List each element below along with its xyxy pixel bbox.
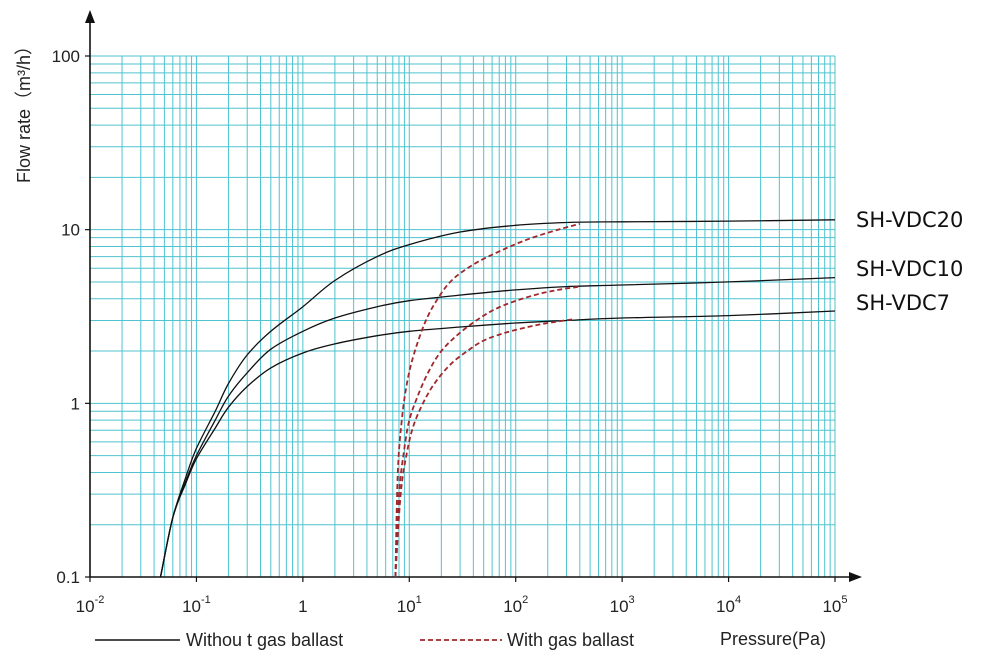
series-label-sh-vdc20: SH-VDC20 [856, 208, 963, 232]
curve-without-ballast-sh-vdc20 [159, 219, 836, 578]
x-tick-base: 1 [298, 597, 307, 616]
y-tick-label: 1 [71, 394, 80, 413]
x-tick-label: 10-1 [182, 594, 211, 616]
x-tick-label: 10-2 [76, 594, 105, 616]
x-tick-exponent: 5 [841, 594, 847, 606]
x-tick-exponent: 4 [735, 594, 741, 606]
x-tick-exponent: -2 [95, 594, 105, 606]
curve-without-ballast-sh-vdc7 [159, 310, 836, 578]
axes [85, 10, 862, 582]
series-label-sh-vdc7: SH-VDC7 [856, 291, 950, 315]
legend: Withou t gas ballast With gas ballast [95, 630, 634, 650]
curve-with-ballast-sh-vdc20 [394, 223, 581, 578]
x-tick-exponent: 3 [629, 594, 635, 606]
x-tick-exponent: -1 [201, 594, 211, 606]
curve-without-ballast-sh-vdc10 [159, 276, 836, 578]
x-tick-label: 104 [716, 594, 741, 616]
x-tick-label: 102 [503, 594, 528, 616]
x-tick-base: 10 [822, 597, 841, 616]
y-tick-label: 0.1 [56, 568, 80, 587]
y-axis-title: Flow rate（m³/h） [14, 37, 34, 183]
x-tick-base: 10 [610, 597, 629, 616]
curve-with-ballast-sh-vdc10 [394, 285, 580, 578]
x-tick-base: 10 [397, 597, 416, 616]
y-axis-arrow [85, 10, 95, 23]
x-tick-base: 10 [716, 597, 735, 616]
x-tick-exponent: 2 [522, 594, 528, 606]
y-tick-label: 100 [52, 47, 80, 66]
grid [89, 55, 836, 578]
y-tick-label: 10 [61, 221, 80, 240]
x-tick-base: 10 [503, 597, 522, 616]
x-tick-label: 103 [610, 594, 635, 616]
x-tick-label: 101 [397, 594, 422, 616]
x-tick-base: 10 [76, 597, 95, 616]
curves [159, 219, 836, 578]
x-axis-arrow [849, 572, 862, 582]
x-tick-base: 10 [182, 597, 201, 616]
curve-with-ballast-sh-vdc7 [394, 318, 574, 578]
series-label-sh-vdc10: SH-VDC10 [856, 257, 963, 281]
x-tick-label: 105 [822, 594, 847, 616]
legend-label-without-ballast: Withou t gas ballast [186, 630, 343, 650]
x-tick-exponent: 1 [416, 594, 422, 606]
x-axis-title: Pressure(Pa) [720, 629, 826, 649]
x-tick-label: 1 [298, 597, 307, 616]
legend-label-with-ballast: With gas ballast [507, 630, 634, 650]
